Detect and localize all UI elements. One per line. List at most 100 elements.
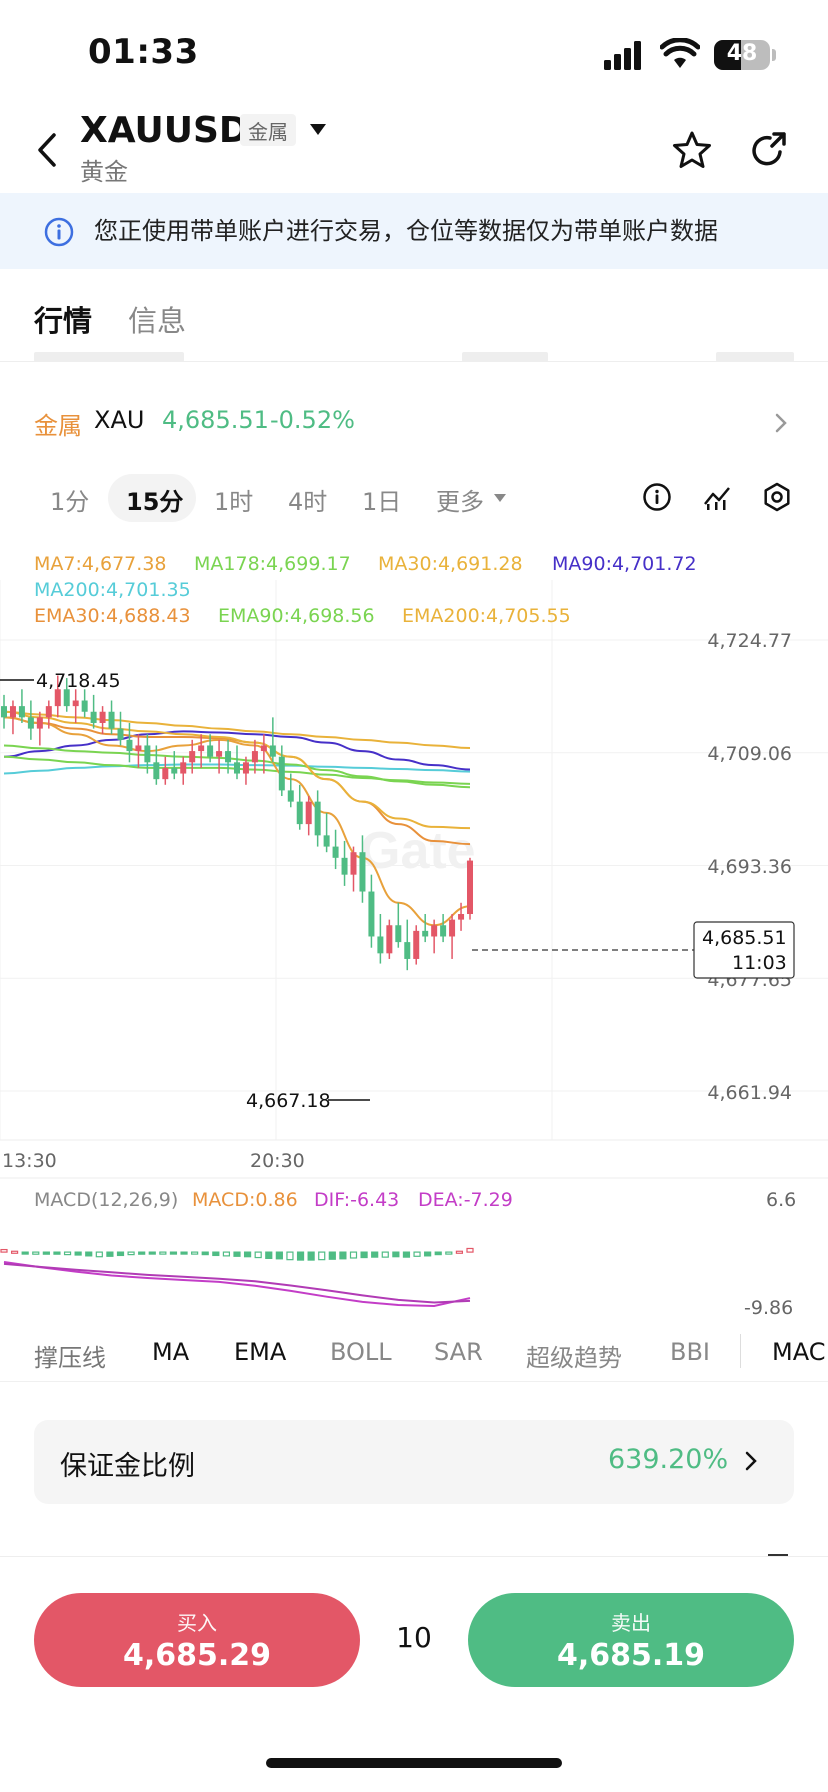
macd-title: MACD(12,26,9) [34, 1189, 178, 1211]
sell-button[interactable]: 卖出 4,685.19 [468, 1593, 794, 1687]
candle-body [81, 700, 88, 712]
candle-body [18, 706, 25, 718]
interval-15m[interactable]: 15分 [126, 488, 184, 516]
page-title[interactable]: XAUUSD [80, 110, 249, 151]
buy-button[interactable]: 买入 4,685.29 [34, 1593, 360, 1687]
macd-histogram-bar [106, 1251, 114, 1257]
market-price: 4,685.51 [162, 406, 269, 434]
candle-body [171, 767, 178, 774]
macd-histogram-bar [138, 1251, 146, 1255]
candle-body [251, 751, 258, 763]
macd-dif-line [3, 1261, 471, 1308]
macd-dea-line [3, 1262, 471, 1304]
candle-body [359, 852, 366, 892]
macd-histogram-bar [296, 1251, 305, 1261]
tab-market[interactable]: 行情 [34, 304, 93, 338]
line-ma90 [3, 730, 471, 771]
chevron-right-icon [745, 1451, 757, 1471]
indicator-divider [740, 1334, 741, 1368]
indicator-ema[interactable]: EMA [234, 1338, 287, 1366]
home-indicator [266, 1758, 562, 1768]
interval-1m[interactable]: 1分 [50, 488, 90, 516]
macd-histogram-bar [349, 1251, 358, 1259]
candle-body [422, 930, 429, 937]
battery-tip [772, 49, 776, 61]
macd-histogram-bar [328, 1251, 336, 1260]
dropdown-triangle-icon[interactable] [310, 124, 326, 136]
indicator-macd[interactable]: MAC [772, 1338, 826, 1366]
macd-histogram-bar [445, 1251, 453, 1255]
macd-histogram-bar [159, 1251, 167, 1255]
price-chart[interactable]: Gate MA7:4,677.38 MA178:4,699.17 MA30:4,… [0, 540, 828, 1320]
macd-histogram-bar [243, 1251, 252, 1258]
indicator-sar[interactable]: SAR [434, 1338, 483, 1366]
candle-body [63, 689, 70, 707]
macd-histogram-bar [85, 1251, 93, 1257]
wifi-icon [660, 38, 700, 68]
dif-value: DIF:-6.43 [314, 1189, 399, 1211]
macd-histogram-bar [381, 1251, 389, 1258]
x-tick-1330: 13:30 [2, 1150, 57, 1172]
sell-price: 4,685.19 [556, 1638, 706, 1673]
macd-histogram-bar [286, 1251, 294, 1261]
candle-body [431, 925, 438, 937]
macd-histogram-bar [191, 1251, 199, 1255]
trade-bar: 买入 4,685.29 10 卖出 4,685.19 [0, 1556, 828, 1792]
macd-histogram-bar [275, 1251, 283, 1260]
market-summary-row[interactable]: 金属 XAU 4,685.51 -0.52% [0, 392, 828, 452]
chart-grid [0, 580, 828, 1141]
buy-price: 4,685.29 [122, 1638, 272, 1673]
macd-histogram-bar [307, 1251, 315, 1261]
macd-histogram-bar [169, 1251, 178, 1255]
macd-histogram-bar [254, 1251, 262, 1259]
countdown-label: 11:03 [732, 952, 787, 974]
indicator-bbi[interactable]: BBI [670, 1338, 711, 1366]
macd-histogram-bar [63, 1251, 72, 1256]
macd-histogram-bar [32, 1251, 40, 1255]
legend-ema30: EMA30:4,688.43 [34, 605, 191, 627]
macd-histogram-bar [21, 1251, 29, 1255]
interval-more[interactable]: 更多 [436, 488, 484, 516]
tab-info[interactable]: 信息 [128, 304, 187, 338]
chart-settings-icon[interactable] [762, 482, 792, 512]
candle-body [377, 936, 384, 954]
star-favorite-icon[interactable] [672, 130, 712, 170]
share-icon[interactable] [748, 130, 788, 170]
market-change: -0.52% [270, 406, 355, 434]
candle-body [153, 762, 160, 780]
macd-histogram-bar [455, 1250, 464, 1254]
indicator-supertrend[interactable]: 超级趋势 [526, 1344, 622, 1372]
interval-1d[interactable]: 1日 [362, 488, 402, 516]
candle-body [386, 925, 393, 954]
legend-ma178: MA178:4,699.17 [194, 553, 351, 575]
candle-body [54, 689, 61, 707]
page-subtitle: 黄金 [80, 158, 128, 186]
indicator-icon[interactable] [702, 482, 732, 512]
interval-1h[interactable]: 1时 [214, 488, 254, 516]
candle-body [314, 801, 321, 836]
legend-ma30: MA30:4,691.28 [378, 553, 523, 575]
y-tick-label: 4,661.94 [707, 1082, 792, 1104]
high-label: 4,718.45 [36, 670, 121, 692]
last-price-box [693, 921, 795, 979]
macd-panel [0, 1247, 474, 1308]
indicator-boll[interactable]: BOLL [330, 1338, 392, 1366]
interval-4h[interactable]: 4时 [288, 488, 328, 516]
indicator-ma[interactable]: MA [152, 1338, 190, 1366]
macd-histogram-bar [127, 1251, 135, 1256]
more-caret-icon [494, 494, 506, 502]
scroll-hint [768, 1554, 788, 1557]
back-arrow-icon[interactable] [36, 132, 58, 168]
quantity-value[interactable]: 10 [396, 1621, 432, 1654]
candle-body [126, 739, 133, 752]
scrolled-content-peek [0, 350, 828, 370]
indicator-support[interactable]: 撑压线 [34, 1344, 106, 1372]
chart-info-icon[interactable] [642, 482, 672, 512]
candle-body [323, 835, 330, 847]
macd-histogram-bar [413, 1251, 421, 1257]
macd-histogram-bar [265, 1251, 273, 1259]
macd-histogram-bar [148, 1251, 156, 1255]
margin-ratio-card[interactable]: 保证金比例 639.20% [34, 1420, 794, 1504]
tab-bar: 行情 信息 [0, 270, 828, 362]
chevron-right-icon [775, 413, 787, 433]
